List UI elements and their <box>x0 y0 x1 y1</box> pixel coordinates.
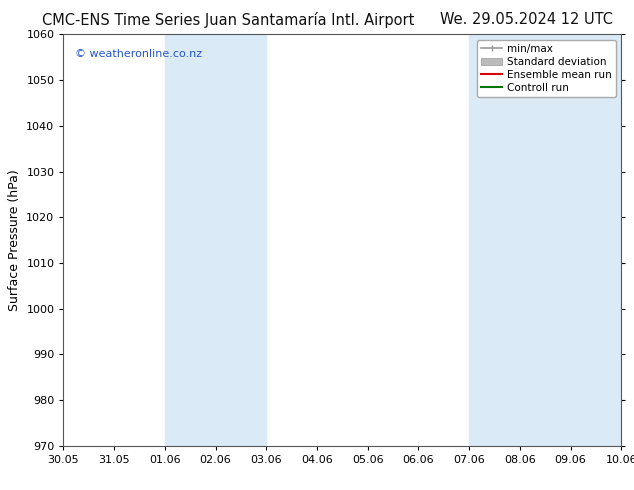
Text: © weatheronline.co.nz: © weatheronline.co.nz <box>75 49 202 59</box>
Bar <box>469 34 621 446</box>
Text: We. 29.05.2024 12 UTC: We. 29.05.2024 12 UTC <box>440 12 612 27</box>
Y-axis label: Surface Pressure (hPa): Surface Pressure (hPa) <box>8 169 21 311</box>
Bar <box>165 34 266 446</box>
Legend: min/max, Standard deviation, Ensemble mean run, Controll run: min/max, Standard deviation, Ensemble me… <box>477 40 616 97</box>
Text: CMC-ENS Time Series Juan Santamaría Intl. Airport: CMC-ENS Time Series Juan Santamaría Intl… <box>42 12 415 28</box>
